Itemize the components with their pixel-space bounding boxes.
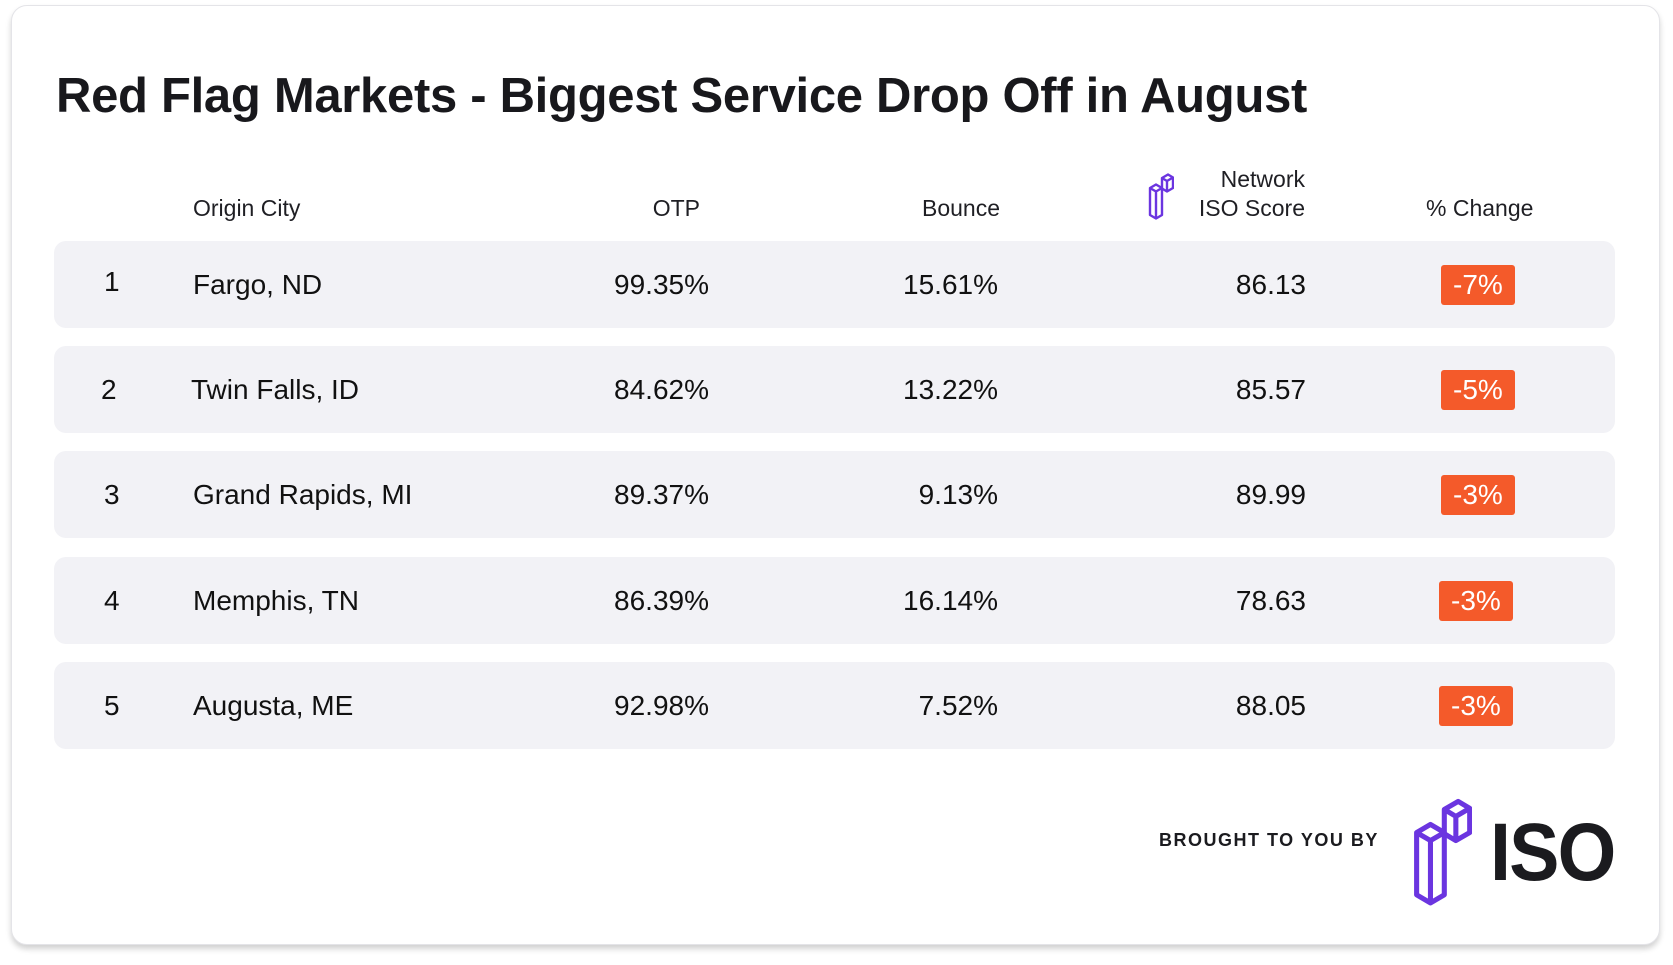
rank: 5 (104, 689, 120, 721)
rank: 4 (104, 584, 120, 616)
bounce-value: 9.13% (918, 478, 998, 510)
rank: 2 (101, 373, 117, 405)
col-header-pct-change: % Change (1426, 195, 1534, 221)
bounce-value: 16.14% (903, 584, 998, 616)
col-header-bounce: Bounce (921, 195, 1000, 221)
table-row: 3 Grand Rapids, MI 89.37% 9.13% 89.99 -3… (54, 451, 1615, 538)
brought-to-you-by-label: BROUGHT TO YOU BY (1159, 830, 1379, 850)
col-header-iso-score-line2: ISO Score (1198, 195, 1305, 221)
col-header-iso-score-line1: Network (1220, 166, 1305, 192)
iso-brand-logo-icon (1414, 798, 1472, 906)
otp-value: 89.37% (614, 478, 709, 510)
city: Grand Rapids, MI (193, 478, 413, 510)
col-header-origin-city: Origin City (193, 195, 301, 221)
otp-value: 84.62% (614, 373, 709, 405)
pct-change-badge: -7% (1441, 264, 1515, 305)
table-row: 1 Fargo, ND 99.35% 15.61% 86.13 -7% (54, 241, 1615, 328)
rank: 3 (104, 478, 120, 510)
otp-value: 92.98% (614, 689, 709, 721)
iso-brand-wordmark: ISO (1490, 807, 1616, 898)
table-row: 2 Twin Falls, ID 84.62% 13.22% 85.57 -5% (54, 346, 1615, 433)
iso-score-value: 86.13 (1235, 268, 1306, 300)
bounce-value: 15.61% (903, 268, 998, 300)
rank: 1 (104, 265, 120, 297)
bounce-value: 7.52% (918, 689, 998, 721)
bounce-value: 13.22% (903, 373, 998, 405)
pct-change-badge: -3% (1439, 685, 1513, 726)
table-row: 4 Memphis, TN 86.39% 16.14% 78.63 -3% (54, 557, 1615, 644)
pct-change-badge: -3% (1439, 580, 1513, 621)
table-row: 5 Augusta, ME 92.98% 7.52% 88.05 -3% (54, 662, 1615, 749)
city: Twin Falls, ID (191, 373, 360, 405)
iso-score-value: 88.05 (1235, 689, 1306, 721)
iso-score-value: 78.63 (1235, 584, 1306, 616)
pct-change-badge: -5% (1441, 369, 1515, 410)
city: Fargo, ND (193, 268, 323, 300)
pct-change-badge: -3% (1441, 474, 1515, 515)
iso-logo-icon (1148, 173, 1174, 220)
city: Augusta, ME (193, 689, 354, 721)
col-header-otp: OTP (652, 195, 700, 221)
page-title: Red Flag Markets - Biggest Service Drop … (56, 69, 1308, 123)
otp-value: 99.35% (614, 268, 709, 300)
city: Memphis, TN (193, 584, 359, 616)
otp-value: 86.39% (614, 584, 709, 616)
iso-score-value: 85.57 (1235, 373, 1306, 405)
iso-score-value: 89.99 (1235, 478, 1306, 510)
